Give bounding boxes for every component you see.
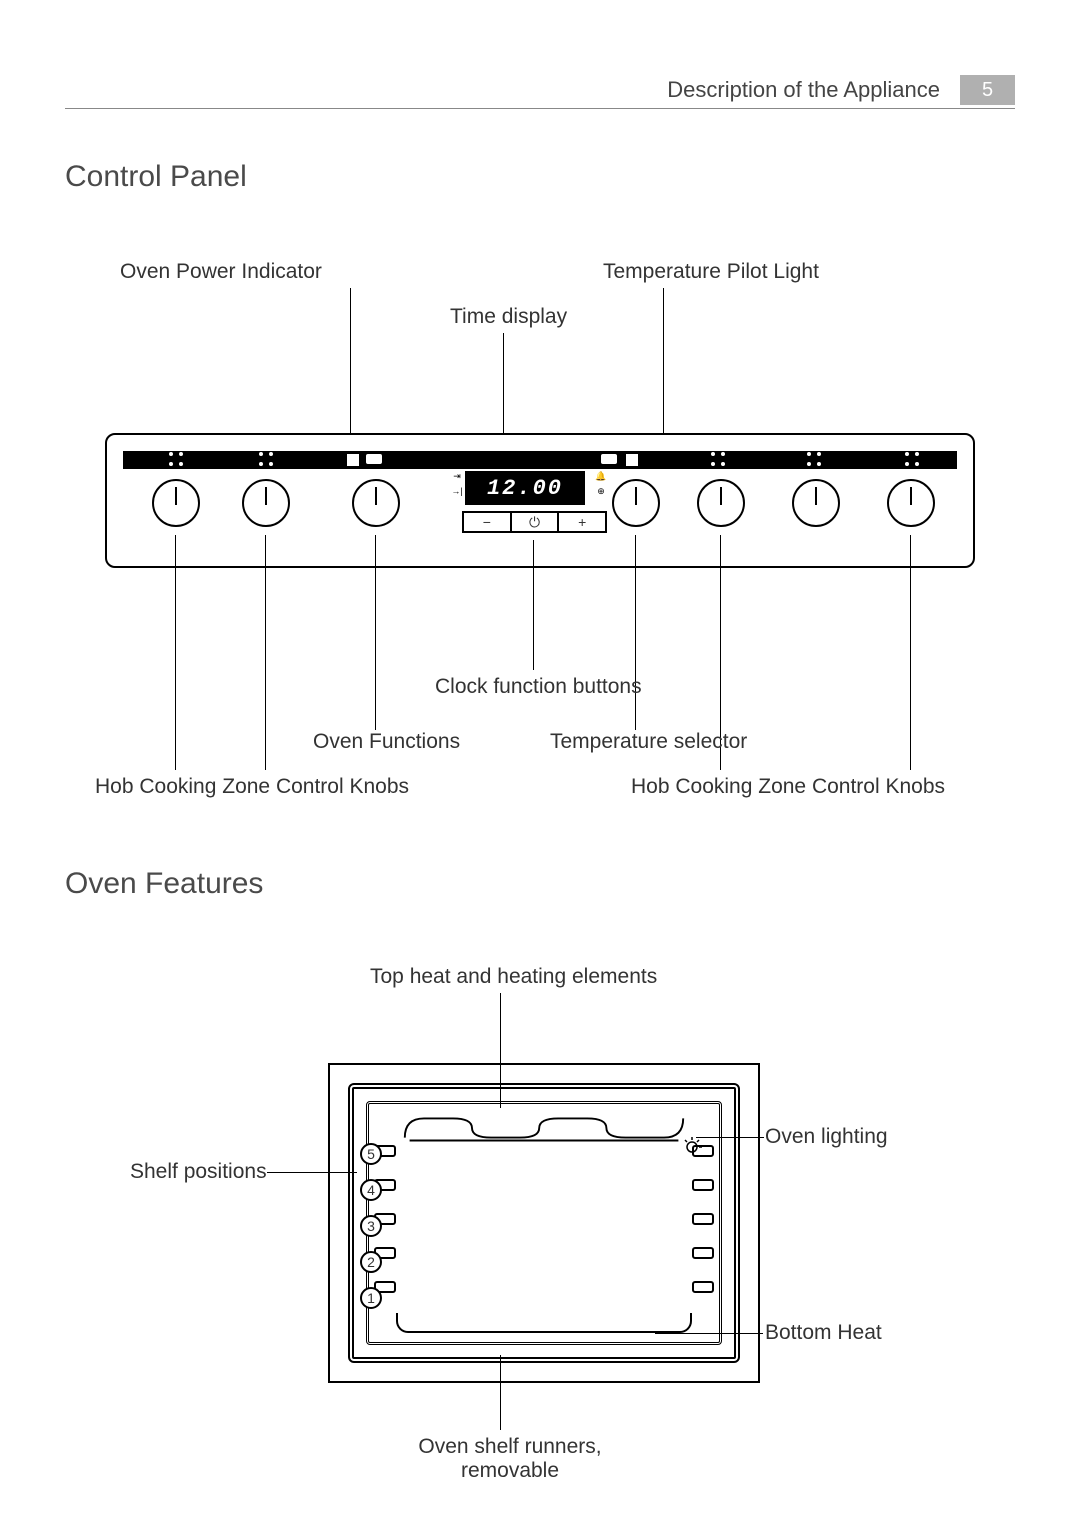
hob-knob — [887, 479, 935, 527]
shelf-number: 1 — [360, 1287, 382, 1309]
page-header: Description of the Appliance 5 — [667, 75, 1015, 105]
shelf-rail — [692, 1213, 714, 1225]
section-title-oven-features: Oven Features — [65, 867, 263, 901]
page-number: 5 — [960, 75, 1015, 105]
header-rule — [65, 108, 1015, 109]
display-right-symbols: 🔔⊕ — [593, 471, 609, 497]
shelf-rails-right — [692, 1145, 714, 1311]
label-shelf-runners-line1: Oven shelf runners, — [410, 1435, 610, 1459]
shelf-number: 5 — [360, 1143, 382, 1165]
hob-knob — [242, 479, 290, 527]
leader-line — [635, 535, 636, 730]
hob-knob — [792, 479, 840, 527]
label-shelf-runners: Oven shelf runners, removable — [410, 1435, 610, 1483]
leader-line — [533, 540, 534, 670]
hob-zone-icon — [169, 452, 183, 469]
oven-outline: 5 4 3 2 1 — [328, 1063, 760, 1383]
label-hob-knobs-right: Hob Cooking Zone Control Knobs — [631, 775, 945, 799]
shelf-rail — [692, 1247, 714, 1259]
power-indicator-icon — [347, 454, 359, 466]
shelf-rail — [692, 1179, 714, 1191]
leader-line — [350, 288, 351, 451]
control-panel-diagram: Oven Power Indicator Time display Temper… — [105, 260, 975, 810]
pilot-light-icon — [626, 454, 638, 466]
shelf-rail — [692, 1281, 714, 1293]
label-hob-knobs-left: Hob Cooking Zone Control Knobs — [95, 775, 409, 799]
label-temperature-selector: Temperature selector — [550, 730, 747, 754]
oven-function-knob — [352, 479, 400, 527]
label-clock-function-buttons: Clock function buttons — [435, 675, 642, 699]
hob-zone-icon — [905, 452, 919, 469]
section-title-control-panel: Control Panel — [65, 160, 247, 194]
header-title: Description of the Appliance — [667, 77, 960, 103]
label-shelf-runners-line2: removable — [410, 1459, 610, 1483]
label-oven-power-indicator: Oven Power Indicator — [120, 260, 322, 284]
clock-minus-button: − — [464, 513, 512, 531]
hob-zone-icon — [807, 452, 821, 469]
label-bottom-heat: Bottom Heat — [765, 1321, 882, 1345]
leader-line — [375, 535, 376, 730]
label-shelf-positions: Shelf positions — [130, 1160, 267, 1184]
hob-knob — [697, 479, 745, 527]
control-panel-black-bar — [123, 451, 957, 469]
time-display-value: 12.00 — [487, 476, 563, 501]
shelf-number: 4 — [360, 1179, 382, 1201]
leader-line — [265, 535, 266, 770]
leader-line — [910, 535, 911, 770]
clock-mode-button: ⏻ — [512, 513, 560, 531]
time-display: 12.00 — [465, 471, 585, 505]
leader-line — [663, 288, 664, 451]
shelf-number: 2 — [360, 1251, 382, 1273]
top-heating-element-icon — [400, 1113, 688, 1143]
hob-zone-icon — [711, 452, 725, 469]
hob-knob — [152, 479, 200, 527]
temperature-icon — [601, 454, 617, 464]
leader-line — [175, 535, 176, 770]
oven-light-icon — [682, 1137, 702, 1157]
oven-features-diagram: Top heat and heating elements Shelf posi… — [130, 965, 950, 1485]
hob-zone-icon — [259, 452, 273, 469]
label-temperature-pilot-light: Temperature Pilot Light — [603, 260, 819, 284]
label-oven-lighting: Oven lighting — [765, 1125, 888, 1149]
oven-function-icon — [366, 454, 382, 464]
label-top-heat: Top heat and heating elements — [370, 965, 657, 989]
clock-buttons: − ⏻ + — [462, 511, 607, 533]
clock-plus-button: + — [559, 513, 605, 531]
label-oven-functions: Oven Functions — [313, 730, 460, 754]
control-panel-outline: ⇥→| 12.00 🔔⊕ − ⏻ + — [105, 433, 975, 568]
bottom-heating-element-icon — [396, 1313, 692, 1333]
label-time-display: Time display — [450, 305, 567, 329]
shelf-number: 3 — [360, 1215, 382, 1237]
